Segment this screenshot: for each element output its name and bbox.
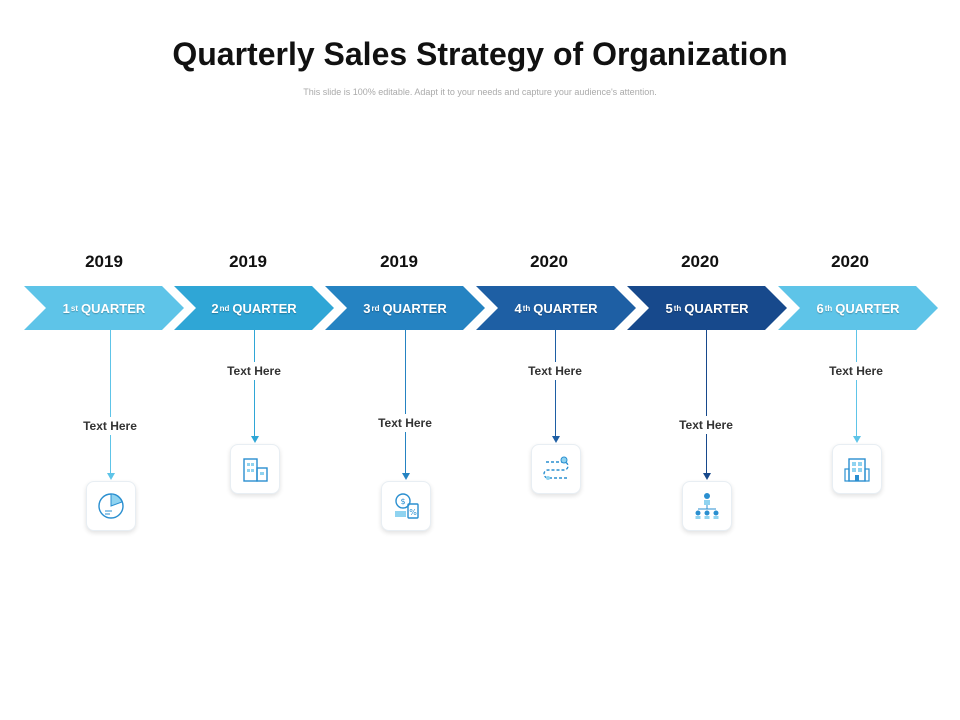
- svg-text:%: %: [409, 508, 417, 517]
- connector-arrowhead: [106, 473, 115, 480]
- icon-card: [832, 444, 882, 494]
- connector-line: [555, 380, 556, 436]
- quarter-number: 5: [665, 300, 673, 316]
- quarter-word: QUARTER: [835, 300, 900, 316]
- buildings-icon: [243, 458, 268, 482]
- connector-arrowhead: [551, 436, 560, 443]
- year-label: 2019: [85, 252, 123, 271]
- slide-subtitle: This slide is 100% editable. Adapt it to…: [303, 87, 657, 97]
- quarter-word: QUARTER: [684, 300, 749, 316]
- svg-text:$: $: [400, 497, 405, 506]
- year-label: 2019: [380, 252, 418, 271]
- connector-arrowhead: [852, 436, 861, 443]
- connector-arrowhead: [250, 436, 259, 443]
- step-text: Text Here: [227, 364, 281, 378]
- hierarchy-icon: [695, 493, 719, 519]
- icon-card: [230, 444, 280, 494]
- connector-line: [110, 435, 111, 473]
- quarter-ordinal: st: [70, 303, 79, 313]
- icon-card: $%: [381, 481, 431, 531]
- icon-card: [531, 444, 581, 494]
- roadmap-icon: [543, 456, 569, 480]
- connector-arrowhead: [702, 473, 711, 480]
- step-text: Text Here: [83, 419, 137, 433]
- icon-card: [86, 481, 136, 531]
- connector-line: [555, 330, 556, 362]
- price-tag-icon: $%: [395, 493, 419, 519]
- pie-chart-icon: [98, 493, 124, 519]
- office-building-icon: [844, 458, 870, 482]
- connector-line: [405, 330, 406, 414]
- connector-line: [254, 380, 255, 436]
- quarter-word: QUARTER: [81, 300, 146, 316]
- connector-line: [856, 380, 857, 436]
- quarter-number: 3: [363, 300, 371, 316]
- quarter-ordinal: th: [522, 303, 531, 313]
- quarter-number: 2: [211, 300, 219, 316]
- quarter-number: 4: [514, 300, 522, 316]
- year-label: 2020: [530, 252, 568, 271]
- step-text: Text Here: [378, 416, 432, 430]
- year-label: 2020: [831, 252, 869, 271]
- connector-line: [110, 330, 111, 417]
- connector-line: [405, 432, 406, 473]
- quarter-word: QUARTER: [533, 300, 598, 316]
- connector-line: [706, 434, 707, 473]
- quarter-word: QUARTER: [382, 300, 447, 316]
- step-text: Text Here: [829, 364, 883, 378]
- connector-arrowhead: [401, 473, 410, 480]
- icon-card: [682, 481, 732, 531]
- quarter-number: 6: [816, 300, 824, 316]
- quarter-word: QUARTER: [232, 300, 297, 316]
- quarter-ordinal: nd: [219, 303, 230, 313]
- connector-line: [254, 330, 255, 362]
- year-label: 2020: [681, 252, 719, 271]
- quarter-ordinal: rd: [371, 303, 380, 313]
- connector-line: [856, 330, 857, 362]
- quarter-ordinal: th: [824, 303, 833, 313]
- connector-line: [706, 330, 707, 416]
- quarter-ordinal: th: [673, 303, 682, 313]
- quarter-number: 1: [62, 300, 70, 316]
- step-text: Text Here: [679, 418, 733, 432]
- year-label: 2019: [229, 252, 267, 271]
- slide-title: Quarterly Sales Strategy of Organization: [172, 36, 788, 72]
- step-text: Text Here: [528, 364, 582, 378]
